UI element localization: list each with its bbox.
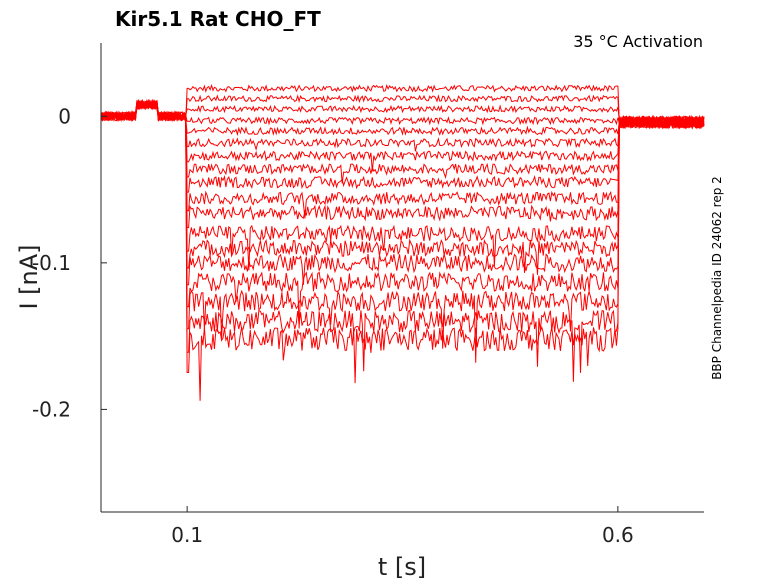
x-axis-label: t [s] (378, 553, 426, 581)
y-axis-label: I [nA] (15, 244, 43, 309)
y-tick-label: -0.2 (32, 397, 71, 421)
channelpedia-id-label: BBP Channelpedia ID 24062 rep 2 (710, 176, 724, 380)
y-tick-label: -0.1 (32, 251, 71, 275)
current-trace-4 (100, 99, 705, 129)
plot-area (100, 83, 705, 401)
current-trace-18 (100, 98, 705, 401)
current-trace-17 (100, 99, 705, 382)
current-trace-8 (100, 99, 705, 184)
current-trace-3 (100, 100, 705, 130)
y-tick-label: 0 (58, 104, 71, 128)
current-trace-6 (100, 99, 705, 152)
current-trace-9 (100, 99, 705, 193)
current-trace-7 (100, 100, 705, 172)
current-trace-5 (100, 101, 705, 137)
current-trace-16 (100, 99, 705, 363)
chart-title: Kir5.1 Rat CHO_FT (115, 7, 321, 31)
current-trace-1 (100, 83, 705, 130)
current-trace-15 (100, 98, 705, 329)
current-trace-14 (100, 99, 705, 286)
axis-ticks: 0.1 0.6 0 -0.1 -0.2 (32, 104, 634, 547)
x-tick-label: 0.6 (602, 523, 634, 547)
current-trace-11 (100, 99, 705, 228)
current-trace-12 (100, 99, 705, 271)
chart-subtitle: 35 °C Activation (573, 32, 703, 51)
x-tick-label: 0.1 (171, 523, 203, 547)
current-trace-2 (100, 94, 705, 130)
current-trace-10 (100, 101, 705, 219)
current-trace-13 (100, 98, 705, 275)
